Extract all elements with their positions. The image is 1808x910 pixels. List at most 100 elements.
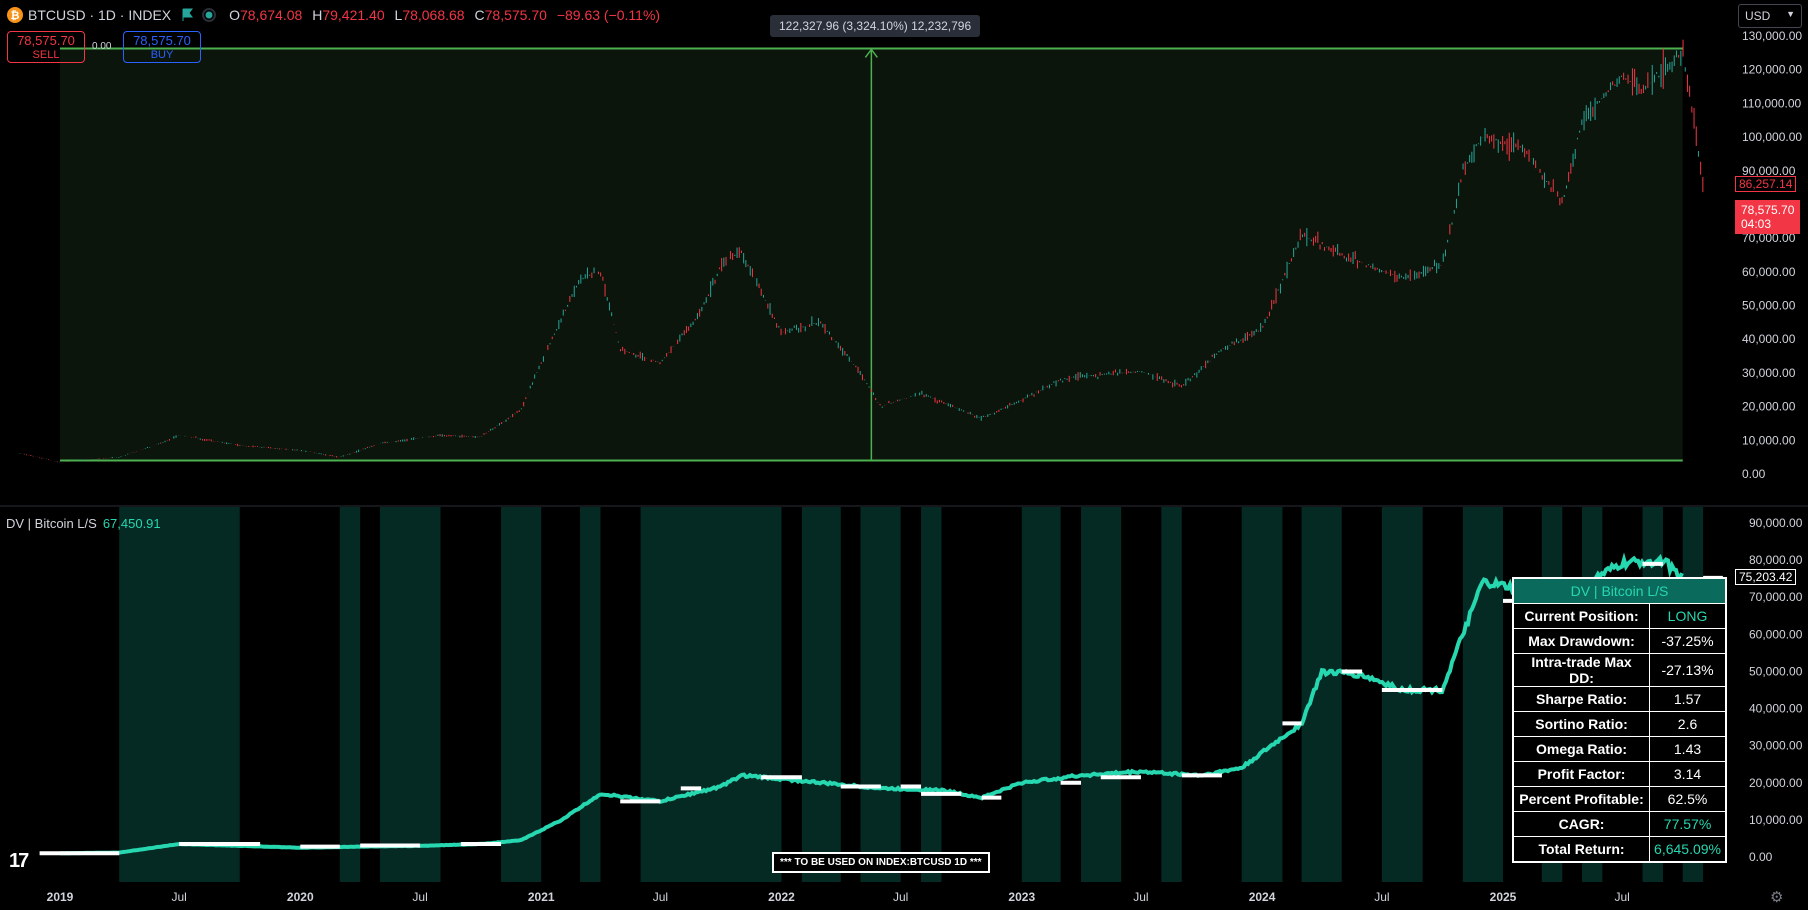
buy-button[interactable]: 78,575.70 BUY — [123, 31, 201, 63]
high-price-marker: 86,257.14 — [1735, 176, 1796, 192]
buy-label: BUY — [124, 48, 200, 63]
tradingview-logo-icon[interactable]: 17 — [9, 850, 27, 873]
bitcoin-icon: ₿ — [6, 6, 24, 24]
price-axis-tick: 130,000.00 — [1742, 29, 1802, 43]
flag-icon[interactable] — [175, 7, 197, 23]
stats-label: Sharpe Ratio: — [1513, 687, 1650, 712]
stats-label: Percent Profitable: — [1513, 787, 1650, 812]
high-value: 79,421.40 — [322, 7, 384, 23]
long-position-shade — [1242, 507, 1283, 882]
stats-label: Intra-trade Max DD: — [1513, 654, 1650, 687]
stats-value: LONG — [1650, 604, 1726, 629]
stats-value: 62.5% — [1650, 787, 1726, 812]
long-position-shade — [340, 507, 360, 882]
buy-price: 78,575.70 — [124, 33, 200, 48]
stats-row: CAGR: 77.57% — [1513, 812, 1726, 837]
indicator-marker: 75,203.42 — [1735, 569, 1796, 585]
indicator-legend[interactable]: DV | Bitcoin L/S 67,450.91 — [6, 516, 161, 531]
indicator-axis-tick: 20,000.00 — [1749, 776, 1803, 790]
time-axis-tick: Jul — [893, 890, 908, 904]
long-position-shade — [1463, 507, 1503, 882]
indicator-axis-tick: 30,000.00 — [1749, 739, 1803, 753]
low-value: 78,068.68 — [402, 7, 464, 23]
time-axis-tick: 2020 — [287, 890, 314, 904]
time-axis-tick: 2021 — [528, 890, 555, 904]
stats-label: Total Return: — [1513, 837, 1650, 863]
open-label: O — [229, 7, 240, 23]
time-axis-tick: 2022 — [768, 890, 795, 904]
stats-row: Sortino Ratio: 2.6 — [1513, 712, 1726, 737]
stats-value: -27.13% — [1650, 654, 1726, 687]
stats-label: Profit Factor: — [1513, 762, 1650, 787]
price-axis-tick: 100,000.00 — [1742, 130, 1802, 144]
stats-row: Omega Ratio: 1.43 — [1513, 737, 1726, 762]
time-axis-tick: 2025 — [1490, 890, 1517, 904]
stats-value: 77.57% — [1650, 812, 1726, 837]
price-axis-tick: 60,000.00 — [1742, 265, 1796, 279]
close-label: C — [475, 7, 485, 23]
stats-row: Sharpe Ratio: 1.57 — [1513, 687, 1726, 712]
stats-row: Percent Profitable: 62.5% — [1513, 787, 1726, 812]
bar-countdown: 04:03 — [1741, 217, 1794, 231]
indicator-name[interactable]: DV | Bitcoin L/S — [6, 516, 97, 531]
long-position-shade — [860, 507, 900, 882]
time-axis-tick: 2019 — [47, 890, 74, 904]
sell-button[interactable]: 78,575.70 SELL — [7, 31, 85, 63]
usage-note: *** TO BE USED ON INDEX:BTCUSD 1D *** — [772, 852, 990, 873]
price-axis-tick: 50,000.00 — [1742, 299, 1796, 313]
indicator-axis-tick: 70,000.00 — [1749, 590, 1803, 604]
indicator-axis-tick: 60,000.00 — [1749, 627, 1803, 641]
indicator-axis-tick: 10,000.00 — [1749, 813, 1803, 827]
last-price-marker: 78,575.70 04:03 — [1735, 200, 1800, 234]
long-position-shade — [1081, 507, 1121, 882]
time-axis-tick: 2024 — [1249, 890, 1276, 904]
long-position-shade — [921, 507, 941, 882]
time-axis-tick: Jul — [1374, 890, 1389, 904]
stats-value: 3.14 — [1650, 762, 1726, 787]
chevron-down-icon: ▼ — [1786, 9, 1795, 19]
time-axis-tick: Jul — [1614, 890, 1629, 904]
price-axis-tick: 0.00 — [1742, 467, 1766, 481]
sell-price: 78,575.70 — [8, 33, 84, 48]
long-position-shade — [580, 507, 600, 882]
long-position-shade — [1382, 507, 1423, 882]
price-axis-tick: 20,000.00 — [1742, 400, 1796, 414]
price-pane — [20, 40, 1703, 462]
stats-label: Sortino Ratio: — [1513, 712, 1650, 737]
spread-value: 0.00 — [92, 41, 111, 52]
indicator-pane — [40, 507, 1723, 882]
price-axis-tick: 120,000.00 — [1742, 63, 1802, 77]
measure-label: 122,327.96 (3,324.10%) 12,232,796 — [770, 15, 980, 37]
indicator-axis-tick: 0.00 — [1749, 850, 1773, 864]
long-position-shade — [380, 507, 441, 882]
long-position-shade — [501, 507, 541, 882]
stats-label: Omega Ratio: — [1513, 737, 1650, 762]
price-axis-tick: 40,000.00 — [1742, 332, 1796, 346]
symbol-title[interactable]: BTCUSD · 1D · INDEX — [28, 7, 171, 23]
stats-label: Current Position: — [1513, 604, 1650, 629]
stats-row: Total Return: 6,645.09% — [1513, 837, 1726, 863]
price-axis: 130,000.00 120,000.00 110,000.00 100,000.00… — [1742, 29, 1802, 481]
symbol-legend[interactable]: ₿ BTCUSD · 1D · INDEX O78,674.08 H79,421… — [6, 6, 660, 24]
gear-icon[interactable]: ⚙ — [1770, 888, 1783, 906]
stats-value: 1.57 — [1650, 687, 1726, 712]
stats-table: DV | Bitcoin L/S Current Position: LONG Max… — [1512, 577, 1727, 863]
time-axis-tick: 2023 — [1008, 890, 1035, 904]
time-axis-tick: Jul — [653, 890, 668, 904]
stats-row: Profit Factor: 3.14 — [1513, 762, 1726, 787]
long-position-shade — [641, 507, 782, 882]
currency-label: USD — [1745, 9, 1770, 23]
ohlc-values: O78,674.08 H79,421.40 L78,068.68 C78,575… — [223, 7, 660, 23]
market-status-icon[interactable] — [201, 7, 219, 23]
price-axis-tick: 30,000.00 — [1742, 366, 1796, 380]
stats-value: 6,645.09% — [1650, 837, 1726, 863]
indicator-axis-tick: 40,000.00 — [1749, 702, 1803, 716]
long-position-shade — [802, 507, 841, 882]
stats-label: Max Drawdown: — [1513, 629, 1650, 654]
long-position-shade — [1302, 507, 1342, 882]
high-label: H — [312, 7, 322, 23]
stats-table-title: DV | Bitcoin L/S — [1513, 578, 1726, 604]
last-price-value: 78,575.70 — [1741, 203, 1794, 217]
indicator-axis-tick: 80,000.00 — [1749, 553, 1803, 567]
currency-selector[interactable]: USD ▼ — [1738, 4, 1802, 28]
